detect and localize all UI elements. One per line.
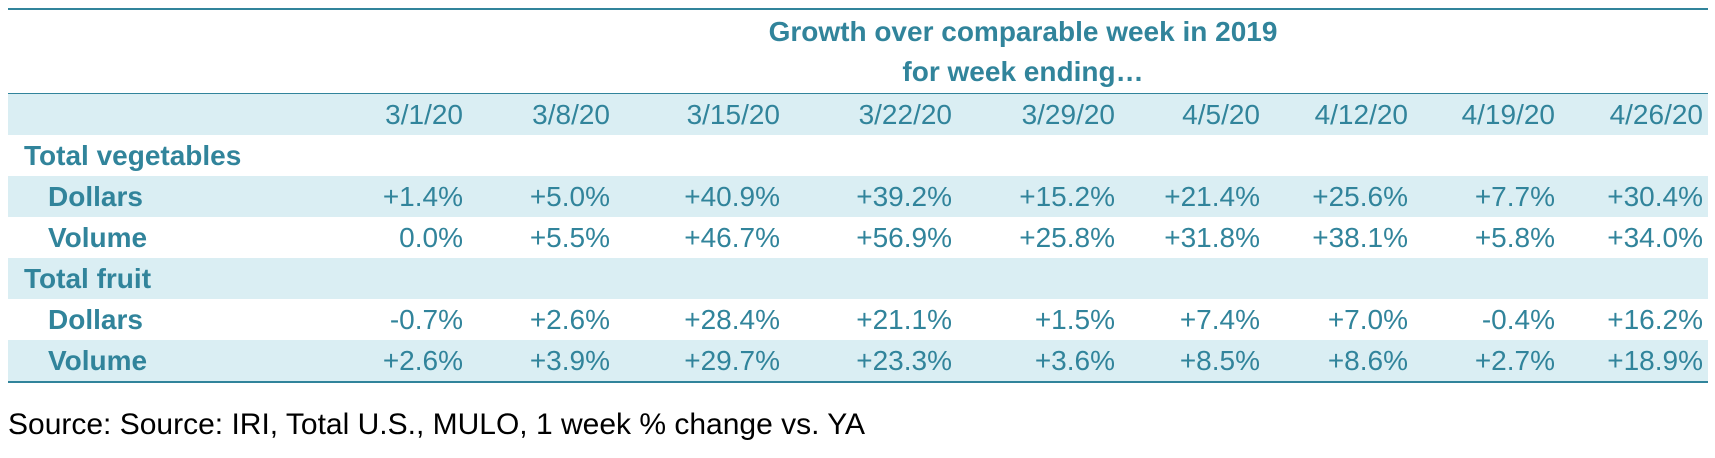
title-line-2: for week ending… — [902, 55, 1144, 87]
table-cell: +38.1% — [1312, 221, 1408, 253]
table-cell: -0.7% — [389, 303, 463, 335]
header-row: 3/1/20 3/8/20 3/15/20 3/22/20 3/29/20 4/… — [8, 94, 1708, 135]
table-cell: +2.6% — [529, 303, 610, 335]
group-row-fruit: Total fruit — [8, 258, 1708, 299]
table-cell: +31.8% — [1164, 221, 1260, 253]
column-header: 3/29/20 — [1021, 98, 1115, 130]
column-header: 4/26/20 — [1609, 98, 1703, 130]
column-header: 3/15/20 — [686, 98, 780, 130]
table-cell: +25.8% — [1019, 221, 1115, 253]
group-row-vegetables: Total vegetables — [8, 135, 1708, 176]
table-cell: +1.4% — [382, 180, 463, 212]
table-cell: +3.9% — [529, 344, 610, 376]
source-note: Source: Source: IRI, Total U.S., MULO, 1… — [8, 408, 866, 441]
table-cell: -0.4% — [1481, 303, 1555, 335]
table-cell: +5.0% — [529, 180, 610, 212]
table-cell: +2.7% — [1474, 344, 1555, 376]
row-label: Volume — [48, 344, 148, 376]
group-label: Total vegetables — [24, 139, 242, 171]
table-row: Dollars -0.7% +2.6% +28.4% +21.1% +1.5% … — [8, 299, 1708, 340]
table-cell: +29.7% — [684, 344, 780, 376]
table-cell: +18.9% — [1607, 344, 1703, 376]
table-cell: 0.0% — [399, 221, 463, 253]
row-label: Dollars — [48, 180, 143, 212]
table-cell: +16.2% — [1607, 303, 1703, 335]
table-cell: +2.6% — [382, 344, 463, 376]
table-cell: +25.6% — [1312, 180, 1408, 212]
column-header: 3/1/20 — [385, 98, 463, 130]
table-cell: +8.6% — [1327, 344, 1408, 376]
table-cell: +56.9% — [856, 221, 952, 253]
table-cell: +8.5% — [1179, 344, 1260, 376]
table-cell: +1.5% — [1034, 303, 1115, 335]
row-label: Volume — [48, 221, 148, 253]
table-cell: +39.2% — [856, 180, 952, 212]
column-header: 3/8/20 — [532, 98, 610, 130]
table-row: Dollars +1.4% +5.0% +40.9% +39.2% +15.2%… — [8, 176, 1708, 217]
column-header: 4/19/20 — [1461, 98, 1555, 130]
table-cell: +7.7% — [1474, 180, 1555, 212]
title-line-1: Growth over comparable week in 2019 — [768, 15, 1278, 47]
growth-table: Growth over comparable week in 2019 for … — [8, 8, 1708, 383]
table-cell: +3.6% — [1034, 344, 1115, 376]
table-cell: +28.4% — [684, 303, 780, 335]
table-cell: +21.1% — [856, 303, 952, 335]
table-title: Growth over comparable week in 2019 for … — [8, 10, 1708, 94]
table-cell: +23.3% — [856, 344, 952, 376]
table-cell: +5.8% — [1474, 221, 1555, 253]
table-cell: +21.4% — [1164, 180, 1260, 212]
table-cell: +30.4% — [1607, 180, 1703, 212]
column-header: 3/22/20 — [858, 98, 952, 130]
column-header: 4/12/20 — [1314, 98, 1408, 130]
table-cell: +5.5% — [529, 221, 610, 253]
table-cell: +46.7% — [684, 221, 780, 253]
table-cell: +15.2% — [1019, 180, 1115, 212]
table-cell: +40.9% — [684, 180, 780, 212]
table-row: Volume +2.6% +3.9% +29.7% +23.3% +3.6% +… — [8, 340, 1708, 381]
column-header: 4/5/20 — [1182, 98, 1260, 130]
row-label: Dollars — [48, 303, 143, 335]
table-cell: +34.0% — [1607, 221, 1703, 253]
table-cell: +7.0% — [1327, 303, 1408, 335]
group-label: Total fruit — [24, 262, 152, 294]
table-cell: +7.4% — [1179, 303, 1260, 335]
table-row: Volume 0.0% +5.5% +46.7% +56.9% +25.8% +… — [8, 217, 1708, 258]
